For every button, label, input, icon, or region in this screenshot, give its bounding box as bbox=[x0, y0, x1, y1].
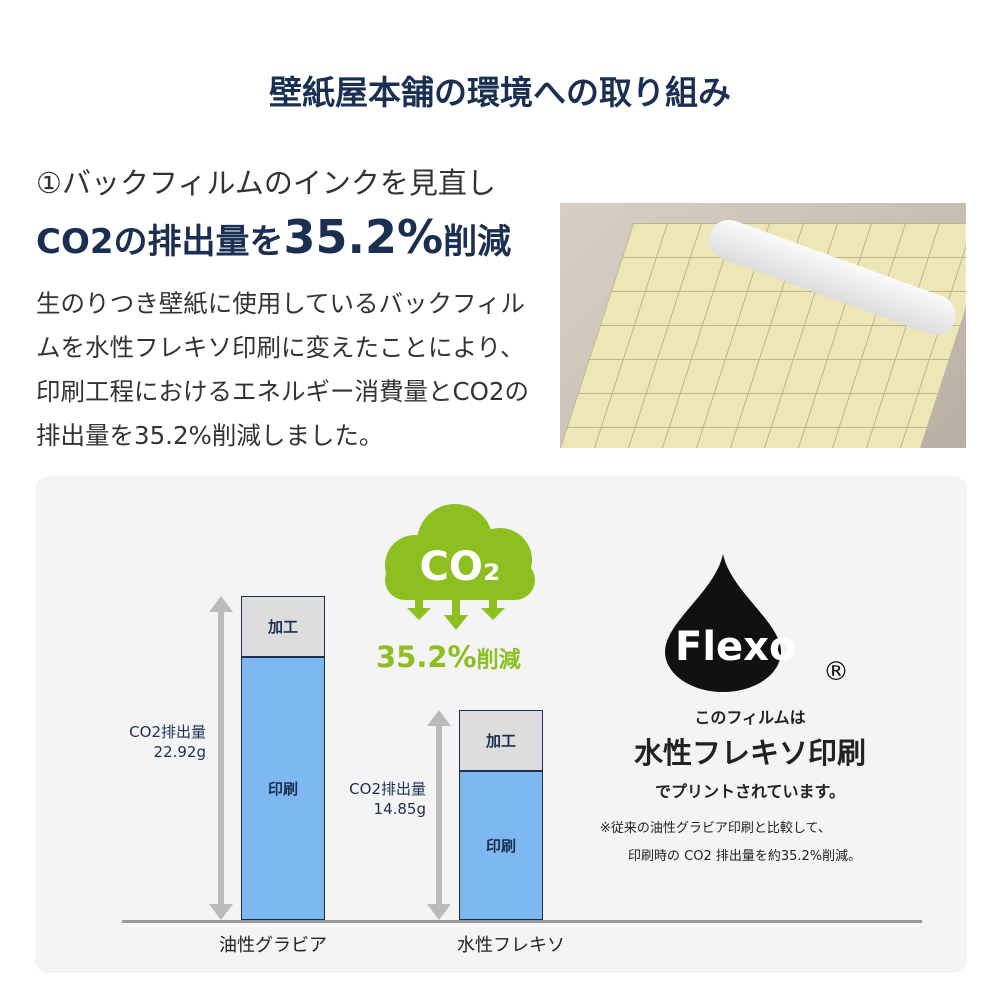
headline: CO2の排出量を35.2%削減 bbox=[36, 210, 511, 264]
bar-segment-process: 加工 bbox=[241, 596, 325, 657]
height-arrow bbox=[209, 596, 233, 920]
flexo-logo-text: Flexo bbox=[675, 624, 796, 670]
total-label: CO2排出量 14.85g bbox=[349, 779, 426, 819]
bar-segment-print: 印刷 bbox=[459, 770, 543, 920]
total-label-line: 22.92g bbox=[153, 743, 206, 761]
flexo-line2: 水性フレキソ印刷 bbox=[633, 736, 866, 770]
bar-segment-process: 加工 bbox=[459, 710, 543, 771]
headline-percent: 35.2% bbox=[283, 210, 444, 264]
total-label-line: CO2排出量 bbox=[349, 780, 426, 799]
co2-cloud-icon: CO₂ bbox=[385, 504, 535, 630]
cloud-label: CO₂ bbox=[420, 544, 501, 590]
flexo-drop-logo: Flexo ® bbox=[665, 554, 849, 692]
product-photo bbox=[560, 203, 966, 448]
section-subtitle: ①バックフィルムのインクを見直し bbox=[36, 166, 496, 200]
total-label: CO2排出量 22.92g bbox=[129, 722, 206, 762]
height-arrow bbox=[427, 710, 451, 920]
total-label-line: 14.85g bbox=[373, 800, 426, 819]
chart-baseline bbox=[122, 920, 922, 923]
flexo-note1: ※従来の油性グラビア印刷と比較して、 bbox=[600, 821, 831, 836]
registered-mark: ® bbox=[823, 657, 849, 687]
page-title: 壁紙屋本舗の環境への取り組み bbox=[269, 73, 731, 112]
bar-segment-print: 印刷 bbox=[241, 656, 325, 920]
flexo-note2: 印刷時の CO2 排出量を約35.2%削減。 bbox=[628, 849, 862, 864]
category-label: 油性グラビア bbox=[219, 935, 327, 956]
flexo-line3: でプリントされています。 bbox=[655, 782, 845, 801]
reduction-suffix: 削減 bbox=[476, 648, 521, 673]
headline-post: 削減 bbox=[443, 222, 512, 262]
reduction-value: 35.2% bbox=[376, 640, 477, 674]
total-label-line: CO2排出量 bbox=[129, 723, 206, 741]
headline-pre: CO2の排出量を bbox=[36, 222, 284, 262]
category-label: 水性フレキソ bbox=[457, 935, 565, 956]
reduction-label: 35.2%削減 bbox=[376, 640, 521, 674]
flexo-line1: このフィルムは bbox=[694, 708, 806, 727]
description: 生のりつき壁紙に使用しているバックフィルムを水性フレキソ印刷に変えたことにより、… bbox=[36, 289, 529, 450]
